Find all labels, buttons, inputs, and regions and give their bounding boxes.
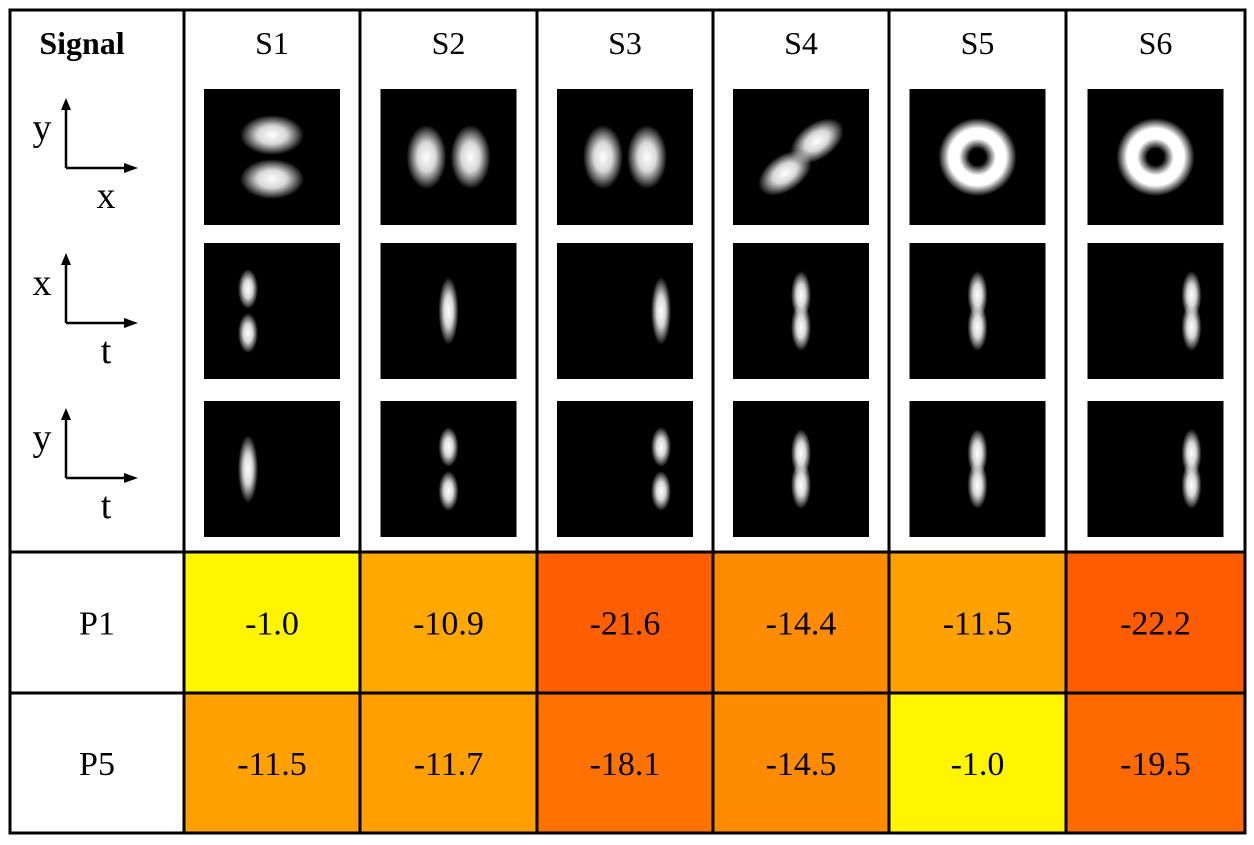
- heat-cell-p1-s4: [713, 552, 889, 693]
- heat-value: -1.0: [951, 746, 1005, 783]
- heat-value: -14.5: [766, 746, 837, 783]
- horizontal-axis-label: t: [101, 330, 112, 372]
- column-header-s3: S3: [608, 25, 642, 61]
- heat-cell-p1-s6: [1066, 552, 1245, 693]
- heat-value: -19.5: [1120, 746, 1191, 783]
- heat-value: -10.9: [413, 606, 484, 643]
- thumbnail-s2-row3: [380, 401, 517, 537]
- axis-icon-y-t: yt: [33, 408, 138, 527]
- vertical-axis-label: y: [33, 107, 52, 149]
- heat-value: -11.5: [943, 606, 1013, 643]
- heat-cell-p5-s2: [360, 693, 537, 833]
- table-border: [8, 8, 1247, 835]
- heat-value: -11.5: [237, 746, 307, 783]
- heat-cell-p5-s6: [1066, 693, 1245, 833]
- thumbnail-s1-row1: [204, 89, 340, 225]
- thumbnail-s5-row3: [909, 401, 1046, 537]
- heat-value: -18.1: [590, 746, 661, 783]
- signal-header: Signal: [39, 25, 124, 61]
- heat-cell-p5-s4: [713, 693, 889, 833]
- axis-icon-x-t: xt: [33, 253, 138, 372]
- heat-cell-p1-s3: [537, 552, 713, 693]
- heat-value: -21.6: [590, 606, 661, 643]
- axis-icon-y-x: yx: [33, 98, 138, 217]
- thumbnail-s6-row1: [1087, 89, 1224, 225]
- heat-cell-p5-s1: [184, 693, 360, 833]
- thumbnail-s4-row3: [733, 401, 869, 537]
- column-header-s5: S5: [961, 25, 995, 61]
- thumbnail-s6-row3: [1087, 401, 1224, 537]
- row-label-p1: P1: [79, 606, 115, 643]
- horizontal-axis-label: t: [101, 485, 112, 527]
- heat-cell-p5-s3: [537, 693, 713, 833]
- heat-value: -22.2: [1120, 606, 1191, 643]
- column-header-s2: S2: [432, 25, 466, 61]
- heat-cell-p1-s2: [360, 552, 537, 693]
- thumbnail-s5-row1: [909, 89, 1046, 225]
- heat-value: -14.4: [766, 606, 837, 643]
- thumbnail-s2-row2: [380, 243, 517, 379]
- heat-value: -11.7: [414, 746, 484, 783]
- heat-cell-p1-s5: [889, 552, 1066, 693]
- thumbnail-s4-row1: [733, 89, 869, 225]
- thumbnail-s3-row3: [557, 401, 693, 537]
- thumbnail-s1-row3: [204, 401, 340, 537]
- horizontal-axis-label: x: [97, 175, 116, 217]
- column-header-s1: S1: [255, 25, 289, 61]
- thumbnail-s1-row2: [204, 243, 340, 379]
- column-header-s6: S6: [1139, 25, 1173, 61]
- column-header-s4: S4: [784, 25, 818, 61]
- thumbnail-s5-row2: [909, 243, 1046, 379]
- row-label-p5: P5: [79, 746, 115, 783]
- thumbnail-s4-row2: [733, 243, 869, 379]
- vertical-axis-label: x: [33, 262, 52, 304]
- thumbnail-s3-row2: [557, 243, 693, 379]
- heat-cell-p5-s5: [889, 693, 1066, 833]
- thumbnail-s6-row2: [1087, 243, 1224, 379]
- heat-value: -1.0: [245, 606, 299, 643]
- thumbnail-s3-row1: [557, 89, 693, 225]
- thumbnail-s2-row1: [380, 89, 517, 225]
- heat-cell-p1-s1: [184, 552, 360, 693]
- vertical-axis-label: y: [33, 417, 52, 459]
